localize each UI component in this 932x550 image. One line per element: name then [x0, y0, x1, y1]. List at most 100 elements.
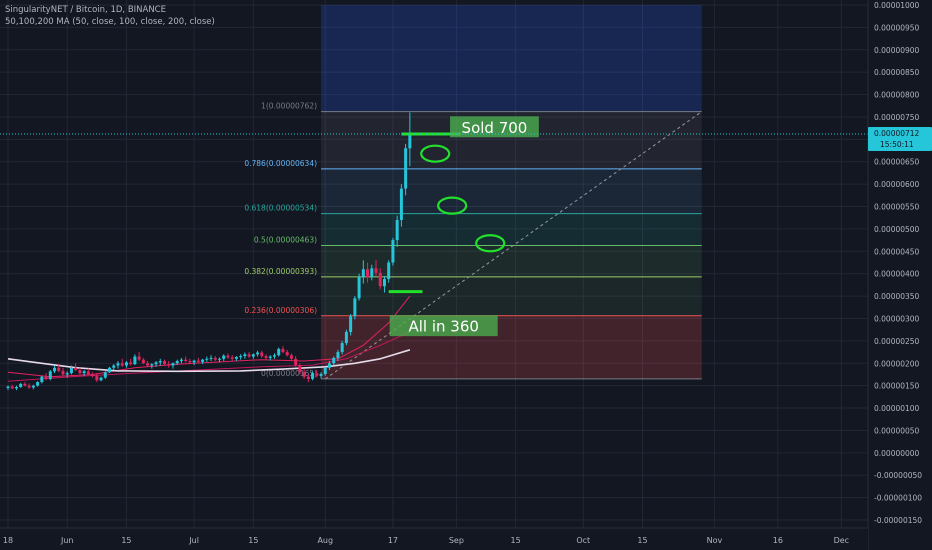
candle: [378, 268, 382, 290]
candle: [239, 354, 243, 360]
candle: [349, 314, 353, 336]
time-tick-label: 15: [511, 536, 521, 545]
candle: [137, 352, 141, 362]
candle-body: [323, 367, 327, 375]
candle-body: [192, 360, 196, 363]
fib-extension-zone: [321, 5, 702, 112]
candle-body: [163, 361, 167, 365]
candle-body: [167, 364, 171, 366]
candle: [395, 215, 399, 247]
candle: [243, 352, 247, 359]
price-tick-label: 0.00000150: [874, 382, 920, 391]
candle-body: [230, 357, 234, 359]
candle-body: [120, 363, 124, 366]
candle: [264, 354, 268, 360]
candle-body: [327, 363, 331, 368]
candle-body: [74, 367, 78, 370]
candle-body: [222, 355, 226, 359]
candle-body: [281, 348, 285, 353]
candle-body: [179, 359, 183, 362]
candle: [74, 363, 78, 372]
candle: [306, 374, 310, 383]
candle-body: [340, 343, 344, 353]
candle-body: [99, 377, 103, 381]
price-tick-label: 0.00000900: [874, 46, 920, 55]
ma-200-line: [7, 349, 411, 373]
fib-zone: [321, 276, 702, 316]
symbol-title[interactable]: SingularityNET / Bitcoin, 1D, BINANCE: [5, 5, 166, 15]
fib-zone: [321, 168, 702, 214]
candle: [302, 368, 306, 379]
candle: [120, 358, 124, 367]
time-axis[interactable]: 18 Jun 15 Jul 15 Aug 17 Sep 15 Oct 15 Nov 16 Dec: [0, 527, 868, 550]
candle-body: [243, 354, 247, 357]
candle-body: [264, 356, 268, 358]
candle: [327, 361, 331, 370]
price-tick-label: 0.00000050: [874, 426, 920, 435]
candle: [27, 383, 31, 389]
candle: [10, 384, 14, 390]
candle-body: [357, 277, 361, 299]
candle-body: [311, 373, 315, 379]
candle: [14, 385, 18, 391]
time-tick-label: Dec: [834, 536, 849, 545]
candles: [6, 112, 412, 391]
annotation-text: All in 360: [408, 318, 478, 336]
candle-body: [336, 352, 340, 358]
candle: [150, 363, 154, 369]
candle-body: [277, 348, 281, 356]
ma-indicator-label[interactable]: 50,100,200 MA (50, close, 100, close, 20…: [5, 17, 215, 27]
candle-body: [57, 367, 61, 371]
candle: [205, 356, 209, 362]
candle: [69, 365, 73, 375]
candle-body: [19, 383, 23, 387]
candle: [336, 349, 340, 362]
candle-body: [361, 269, 365, 278]
candle: [218, 357, 221, 363]
candle: [65, 371, 69, 378]
candle: [163, 359, 167, 366]
candle-body: [171, 363, 175, 366]
candle: [48, 369, 52, 381]
fib-level-label: 0.382(0.00000393): [244, 267, 317, 276]
trend-line[interactable]: [324, 111, 703, 380]
price-tick-label: 0.00000450: [874, 247, 920, 256]
candle: [399, 184, 403, 227]
fib-level-label: 1(0.00000762): [261, 102, 317, 111]
candle-body: [112, 365, 116, 368]
candle-body: [366, 269, 370, 278]
candle: [353, 296, 357, 320]
time-tick-label: Aug: [317, 536, 333, 545]
candle-body: [69, 367, 73, 374]
candle: [370, 264, 374, 281]
fib-level-label: 0.5(0.00000463): [254, 235, 317, 244]
candle-body: [124, 362, 128, 366]
price-tick-label: 0.00000950: [874, 23, 920, 32]
candle: [53, 365, 57, 374]
candle-body: [27, 385, 31, 388]
annotation-box: [450, 116, 539, 138]
price-axis[interactable]: 0.00001000 0.00000950 0.00000900 0.00000850…: [867, 0, 932, 550]
price-tick-label: 0.00000200: [874, 359, 920, 368]
candle: [158, 358, 162, 366]
time-tick-label: Nov: [707, 536, 723, 545]
candle-body: [239, 356, 243, 358]
candle-body: [319, 374, 323, 376]
candle-body: [40, 376, 44, 383]
candle: [294, 356, 298, 367]
hand-drawn-circle: [475, 234, 506, 253]
annotations[interactable]: Sold 700 All in 360: [389, 116, 539, 337]
candle-body: [247, 354, 251, 357]
time-tick-label: Sep: [449, 536, 464, 545]
candle: [61, 367, 65, 376]
candle-body: [108, 367, 112, 373]
candle-body: [256, 352, 260, 355]
candle-body: [48, 371, 52, 379]
candle: [357, 273, 361, 301]
candle: [99, 376, 103, 382]
candle-body: [196, 360, 200, 362]
candle-body: [404, 148, 408, 189]
candle-body: [213, 357, 217, 360]
